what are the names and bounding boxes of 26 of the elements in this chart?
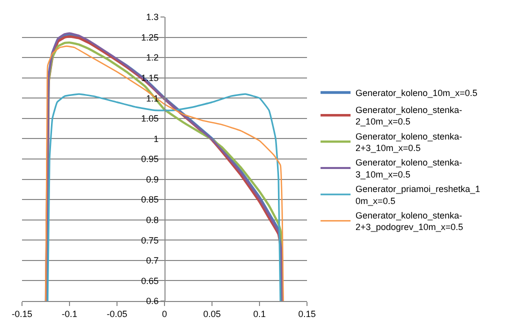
y-tick-label: 1.2: [146, 52, 159, 63]
y-tick-label: 0.6: [146, 296, 159, 306]
x-tick-label: -0.1: [62, 308, 78, 319]
y-tick-label: 0.75: [141, 235, 159, 246]
legend-label: Generator_koleno_stenka-2_10m_x=0.5: [356, 104, 462, 127]
y-tick-label: 1: [154, 134, 159, 144]
legend-label: Generator_koleno_stenka-2+3_podogrev_10m_x=0.5: [356, 210, 464, 232]
x-tick-label: -0.05: [106, 308, 128, 319]
x-tick-label: 0.1: [253, 308, 266, 319]
y-tick-label: 0.8: [146, 215, 159, 226]
y-tick-label: 0.95: [141, 154, 159, 164]
y-tick-label: 0.85: [141, 194, 159, 205]
y-tick-label: 1.25: [141, 32, 159, 42]
legend-label: Generator_koleno_stenka-3_10m_x=0.5: [356, 158, 462, 180]
legend-label: Generator_koleno_10m_x=0.5: [356, 88, 478, 98]
x-tick-label: -0.15: [12, 308, 32, 319]
y-tick-label: 0.65: [141, 276, 159, 286]
y-tick-label: 1.3: [146, 12, 159, 22]
y-tick-label: 0.9: [146, 174, 159, 184]
x-tick-label: 0.05: [203, 308, 221, 319]
x-tick-label: 0: [162, 308, 168, 319]
legend-label: Generator_priamoi_reshetka_10m_x=0.5: [356, 184, 480, 206]
y-tick-label: 0.7: [146, 256, 159, 266]
legend-label: Generator_koleno_stenka-2+3_10m_x=0.5: [356, 131, 462, 153]
y-tick-label: 1.05: [141, 114, 159, 124]
x-tick-label: 0.15: [298, 308, 316, 319]
